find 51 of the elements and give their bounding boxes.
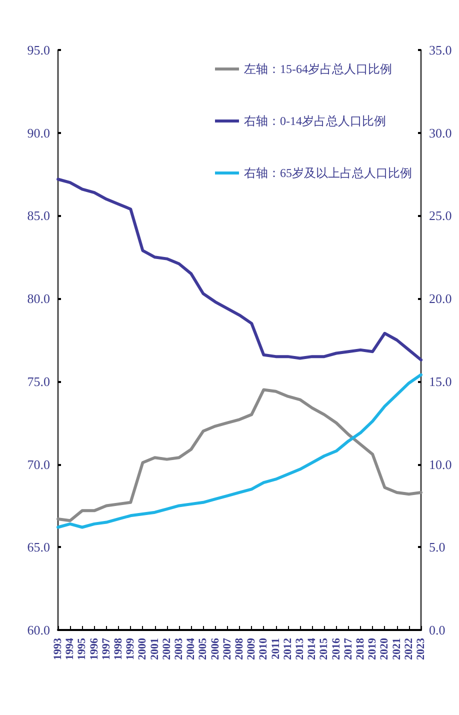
x-tick-label: 2008 [234, 638, 246, 660]
x-tick-label: 2014 [306, 638, 318, 660]
x-tick-label: 2004 [185, 638, 198, 660]
y2-tick-label: 20.0 [429, 291, 452, 306]
legend-label: 右轴：65岁及以上占总人口比例 [244, 166, 412, 180]
y-tick-label: 85.0 [27, 208, 50, 224]
legend-label: 右轴：0-14岁占总人口比例 [244, 114, 386, 128]
y2-tick-label: 5.0 [429, 540, 446, 555]
y-tick-label: 70.0 [27, 456, 50, 472]
y2-tick-label: 30.0 [429, 125, 452, 140]
y2-tick-label: 25.0 [429, 208, 452, 224]
y-tick-label: 65.0 [27, 540, 50, 555]
x-tick-label: 2019 [366, 638, 379, 660]
y2-tick-label: 10.0 [429, 456, 452, 472]
x-tick-label: 2015 [318, 638, 330, 660]
y-tick-label: 60.0 [27, 622, 50, 638]
x-tick-label: 1997 [100, 638, 112, 660]
x-tick-label: 2013 [294, 638, 306, 660]
y2-tick-label: 35.0 [429, 42, 452, 58]
x-tick-label: 2023 [415, 638, 427, 660]
y-tick-label: 90.0 [27, 125, 50, 140]
x-tick-label: 2017 [342, 638, 354, 660]
x-tick-label: 2007 [221, 638, 234, 660]
x-tick-label: 2003 [173, 638, 185, 660]
x-tick-label: 2005 [197, 638, 210, 660]
x-tick-label: 2002 [160, 638, 173, 660]
x-tick-label: 2021 [390, 638, 403, 660]
x-tick-label: 2022 [402, 638, 415, 660]
x-tick-label: 2006 [209, 638, 222, 660]
y-tick-label: 75.0 [27, 374, 50, 389]
x-tick-label: 2009 [246, 638, 258, 660]
y-tick-label: 80.0 [27, 291, 50, 306]
x-tick-label: 1994 [64, 638, 76, 660]
y2-tick-label: 15.0 [429, 374, 452, 389]
x-tick-label: 2010 [258, 638, 270, 660]
x-tick-label: 2018 [354, 638, 366, 660]
x-tick-label: 2000 [136, 638, 149, 660]
x-tick-label: 2011 [270, 638, 282, 660]
x-tick-label: 1999 [124, 638, 137, 660]
x-tick-label: 2016 [330, 638, 342, 660]
x-tick-label: 1993 [52, 638, 64, 660]
x-tick-label: 1996 [88, 638, 100, 660]
x-tick-label: 1995 [76, 638, 88, 660]
x-tick-label: 1998 [112, 638, 124, 660]
y-tick-label: 95.0 [27, 42, 50, 58]
legend-label: 左轴：15-64岁占总人口比例 [244, 62, 392, 76]
y2-tick-label: 0.0 [429, 622, 446, 638]
line-series [56, 178, 422, 362]
x-tick-label: 2020 [378, 638, 391, 660]
x-tick-label: 2001 [148, 638, 161, 660]
x-tick-label: 2012 [282, 638, 294, 660]
